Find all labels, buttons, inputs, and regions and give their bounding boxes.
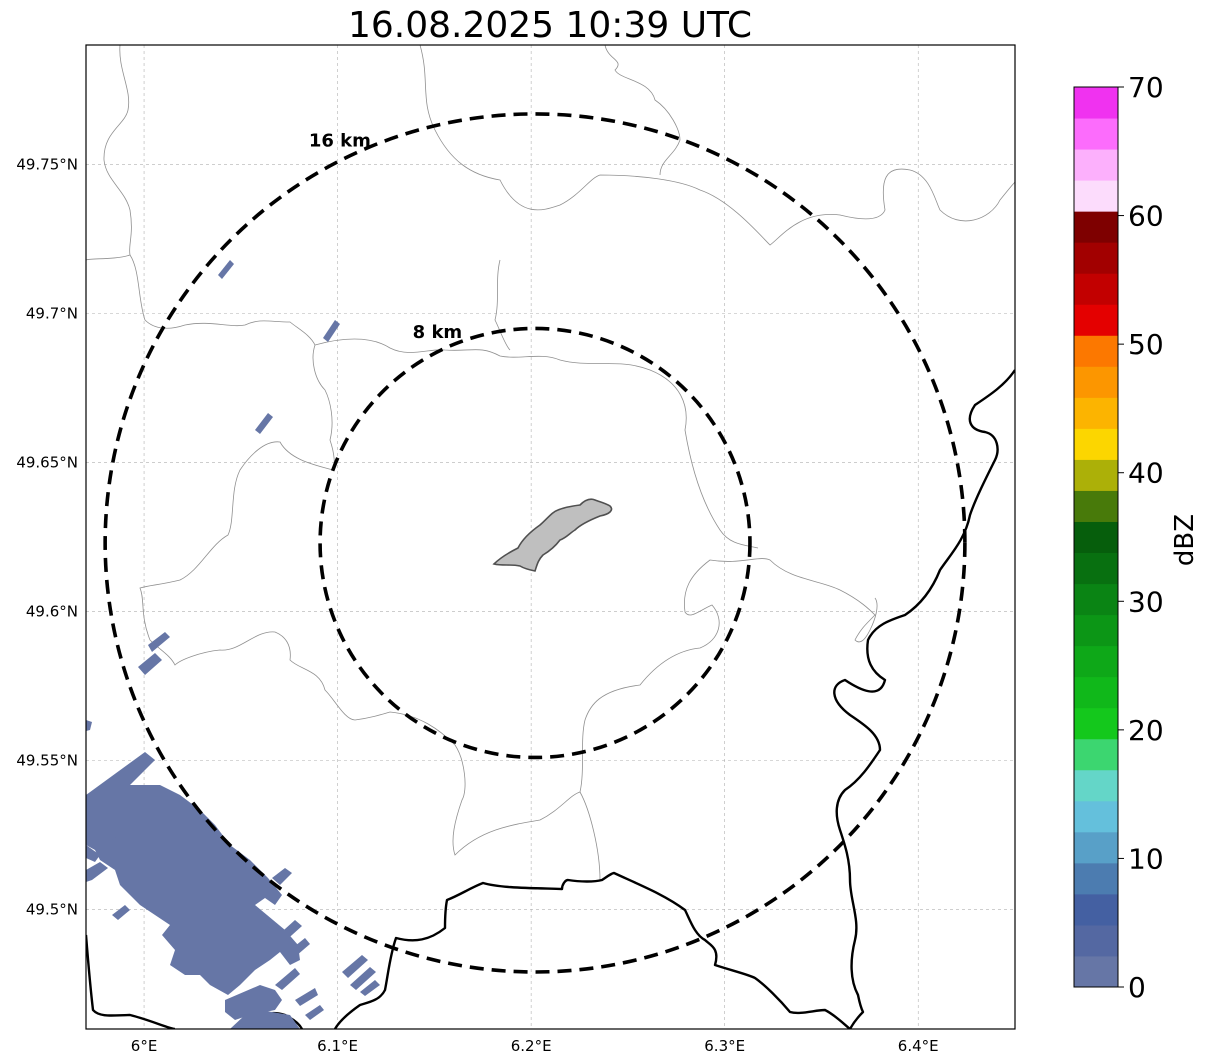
colorbar-cell	[1074, 521, 1118, 554]
colorbar-frame	[1073, 86, 1119, 988]
colorbar-cell	[1074, 645, 1118, 678]
colorbar-cell	[1074, 242, 1118, 274]
colorbar-tick-label: 20	[1128, 714, 1164, 747]
reflectivity-echoes	[86, 260, 380, 1029]
colorbar-cell	[1074, 707, 1118, 740]
colorbar-cell	[1074, 583, 1118, 616]
colorbar-cell	[1074, 738, 1118, 771]
colorbar-ticks: 0 10 20 30 40 50 60 70	[1118, 71, 1164, 1004]
colorbar-cell	[1074, 397, 1118, 429]
colorbar-cell	[1074, 428, 1118, 460]
range-ring	[103, 112, 967, 974]
colorbar-cell	[1074, 490, 1118, 522]
range-ring-label: 16 km	[309, 131, 371, 152]
range-ring-label: 8 km	[413, 322, 463, 343]
colorbar-cell	[1074, 955, 1118, 988]
colorbar-cell	[1074, 614, 1118, 647]
axis-tick-labels: 6°E 6.1°E 6.2°E 6.3°E 6.4°E 49.75°N 49.7°N 49.6…	[16, 155, 938, 1055]
colorbar-cell	[1074, 335, 1118, 367]
range-ring	[318, 326, 752, 760]
colorbar-cell	[1074, 87, 1118, 119]
colorbar-cell	[1074, 893, 1118, 926]
colorbar-cell	[1074, 118, 1118, 150]
range-ring-labels: 8 km 16 km	[309, 131, 462, 343]
colorbar-tick-label: 0	[1128, 971, 1146, 1004]
colorbar-cell	[1074, 211, 1118, 243]
x-tick-label: 6.4°E	[898, 1037, 939, 1055]
x-tick-label: 6.1°E	[317, 1037, 358, 1055]
y-tick-label: 49.6°N	[26, 603, 78, 621]
range-rings	[103, 112, 967, 974]
colorbar-tick-label: 70	[1128, 71, 1164, 104]
colorbar-cell	[1074, 862, 1118, 895]
city-outline	[492, 498, 613, 572]
colorbar-cell	[1074, 273, 1118, 305]
colorbar-tick-label: 10	[1128, 842, 1164, 875]
colorbar-tick-label: 40	[1128, 457, 1164, 490]
colorbar-cell	[1074, 304, 1118, 336]
colorbar-cell	[1074, 459, 1118, 491]
y-tick-label: 49.65°N	[16, 453, 78, 471]
municipal-boundaries	[86, 45, 1015, 881]
colorbar-cell	[1074, 676, 1118, 709]
colorbar-cell	[1074, 552, 1118, 585]
colorbar-tick-label: 30	[1128, 585, 1164, 618]
colorbar-cell	[1074, 924, 1118, 957]
colorbar-cells	[1074, 87, 1118, 988]
y-tick-label: 49.5°N	[26, 901, 78, 919]
y-tick-label: 49.75°N	[16, 155, 78, 173]
colorbar-cell	[1074, 180, 1118, 212]
colorbar-label: dBZ	[1170, 514, 1200, 566]
x-tick-label: 6.3°E	[704, 1037, 745, 1055]
y-tick-label: 49.55°N	[16, 752, 78, 770]
colorbar-tick-label: 50	[1128, 328, 1164, 361]
x-tick-label: 6.2°E	[511, 1037, 552, 1055]
colorbar-tick-label: 60	[1128, 200, 1164, 233]
map-frame	[85, 44, 1016, 1030]
colorbar-cell	[1074, 831, 1118, 864]
map-title: 16.08.2025 10:39 UTC	[347, 5, 753, 46]
x-tick-label: 6°E	[131, 1037, 158, 1055]
colorbar-cell	[1074, 769, 1118, 802]
colorbar-cell	[1074, 366, 1118, 398]
colorbar-cell	[1074, 149, 1118, 181]
colorbar-cell	[1074, 800, 1118, 833]
y-tick-label: 49.7°N	[26, 304, 78, 322]
